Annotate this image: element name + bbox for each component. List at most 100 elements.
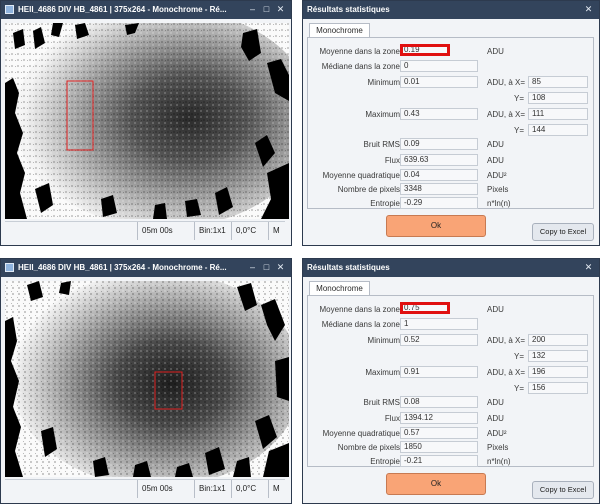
- min-value: 0.52: [400, 334, 478, 346]
- close-icon[interactable]: ✕: [584, 262, 593, 272]
- max-y-value: 144: [528, 124, 588, 136]
- monochrome-image[interactable]: [5, 23, 289, 219]
- rms-unit: ADU: [487, 398, 504, 407]
- app-icon: [5, 4, 14, 14]
- max-label: Maximum: [365, 368, 400, 377]
- mode-indicator: M: [268, 222, 285, 240]
- exposure-time: 05m 00s: [137, 222, 194, 240]
- status-bar: 05m 00s Bin:1x1 0,0°C M: [5, 221, 285, 240]
- rms-label: Bruit RMS: [363, 398, 400, 407]
- window-title: HEII_4686 DIV HB_4861 | 375x264 - Monoch…: [18, 263, 227, 272]
- stats-panel: Moyenne dans la zone 0.75 ADU Médiane da…: [307, 295, 594, 467]
- pixels-label: Nombre de pixels: [337, 443, 400, 452]
- minimize-icon[interactable]: –: [249, 262, 255, 272]
- temperature: 0,0°C: [231, 222, 268, 240]
- close-icon[interactable]: ✕: [276, 4, 285, 14]
- min-unit: ADU, à X=: [487, 78, 526, 87]
- maximize-icon[interactable]: □: [263, 4, 270, 14]
- title-bar[interactable]: HEII_4686 DIV HB_4861 | 375x264 - Monoch…: [1, 1, 291, 19]
- quad-label: Moyenne quadratique: [322, 429, 400, 438]
- min-label: Minimum: [367, 78, 400, 87]
- image-window-bottom: HEII_4686 DIV HB_4861 | 375x264 - Monoch…: [0, 258, 292, 504]
- mean-unit: ADU: [487, 47, 504, 56]
- title-bar[interactable]: Résultats statistiques: [303, 259, 599, 277]
- pixels-unit: Pixels: [487, 185, 509, 194]
- max-label: Maximum: [365, 110, 400, 119]
- copy-to-excel-button[interactable]: Copy to Excel: [532, 481, 594, 499]
- min-x-value: 200: [528, 334, 588, 346]
- entropy-label: Entropie: [370, 199, 400, 208]
- astro-image[interactable]: [5, 23, 289, 219]
- rms-value: 0.09: [400, 138, 478, 150]
- flux-value: 639.63: [400, 154, 478, 166]
- exposure-time: 05m 00s: [137, 480, 194, 498]
- max-unit: ADU, à X=: [487, 368, 526, 377]
- flux-unit: ADU: [487, 156, 504, 165]
- stats-panel: Moyenne dans la zone 0.19 ADU Médiane da…: [307, 37, 594, 209]
- min-value: 0.01: [400, 76, 478, 88]
- rms-unit: ADU: [487, 140, 504, 149]
- binning: Bin:1x1: [194, 222, 231, 240]
- app-icon: [5, 262, 14, 272]
- title-bar[interactable]: HEII_4686 DIV HB_4861 | 375x264 - Monoch…: [1, 259, 291, 277]
- median-label: Médiane dans la zone: [321, 62, 400, 71]
- monochrome-image[interactable]: [5, 281, 289, 477]
- min-unit: ADU, à X=: [487, 336, 526, 345]
- entropy-label: Entropie: [370, 457, 400, 466]
- rms-label: Bruit RMS: [363, 140, 400, 149]
- flux-label: Flux: [384, 414, 400, 423]
- flux-value: 1394.12: [400, 412, 478, 424]
- entropy-unit: n*ln(n): [487, 199, 511, 208]
- status-bar: 05m 00s Bin:1x1 0,0°C M: [5, 479, 285, 498]
- title-bar[interactable]: Résultats statistiques: [303, 1, 599, 19]
- quad-label: Moyenne quadratique: [322, 171, 400, 180]
- roi-rectangle[interactable]: [66, 80, 94, 151]
- pixels-unit: Pixels: [487, 443, 509, 452]
- min-y-value: 108: [528, 92, 588, 104]
- tab-monochrome[interactable]: Monochrome: [309, 23, 370, 37]
- copy-to-excel-button[interactable]: Copy to Excel: [532, 223, 594, 241]
- mean-value: 0.75: [400, 302, 450, 314]
- min-x-value: 85: [528, 76, 588, 88]
- ok-button[interactable]: Ok: [386, 215, 486, 237]
- close-icon[interactable]: ✕: [584, 4, 593, 14]
- quad-unit: ADU²: [487, 171, 507, 180]
- astro-image[interactable]: [5, 281, 289, 477]
- minimize-icon[interactable]: –: [249, 4, 255, 14]
- close-icon[interactable]: ✕: [276, 262, 285, 272]
- binning: Bin:1x1: [194, 480, 231, 498]
- median-value: 1: [400, 318, 478, 330]
- quad-value: 0.04: [400, 169, 478, 181]
- temperature: 0,0°C: [231, 480, 268, 498]
- max-y-label: Y=: [514, 126, 525, 135]
- mean-label: Moyenne dans la zone: [319, 47, 401, 56]
- mode-indicator: M: [268, 480, 285, 498]
- window-title: Résultats statistiques: [307, 263, 390, 272]
- rms-value: 0.08: [400, 396, 478, 408]
- mean-value: 0.19: [400, 44, 450, 56]
- image-window-top: HEII_4686 DIV HB_4861 | 375x264 - Monoch…: [0, 0, 292, 246]
- stats-window-bottom: Résultats statistiques ✕ Monochrome Moye…: [302, 258, 600, 504]
- flux-label: Flux: [384, 156, 400, 165]
- ok-button[interactable]: Ok: [386, 473, 486, 495]
- window-title: Résultats statistiques: [307, 5, 390, 14]
- median-label: Médiane dans la zone: [321, 320, 400, 329]
- tab-monochrome[interactable]: Monochrome: [309, 281, 370, 295]
- min-y-value: 132: [528, 350, 588, 362]
- quad-value: 0.57: [400, 427, 478, 439]
- min-y-label: Y=: [514, 94, 525, 103]
- pixels-value: 1850: [400, 441, 478, 453]
- max-y-value: 156: [528, 382, 588, 394]
- pixels-label: Nombre de pixels: [337, 185, 400, 194]
- max-value: 0.91: [400, 366, 478, 378]
- max-x-value: 196: [528, 366, 588, 378]
- max-value: 0.43: [400, 108, 478, 120]
- quad-unit: ADU²: [487, 429, 507, 438]
- pixels-value: 3348: [400, 183, 478, 195]
- max-unit: ADU, à X=: [487, 110, 526, 119]
- window-title: HEII_4686 DIV HB_4861 | 375x264 - Monoch…: [18, 5, 227, 14]
- min-label: Minimum: [367, 336, 400, 345]
- maximize-icon[interactable]: □: [263, 262, 270, 272]
- roi-rectangle[interactable]: [154, 371, 183, 410]
- min-y-label: Y=: [514, 352, 525, 361]
